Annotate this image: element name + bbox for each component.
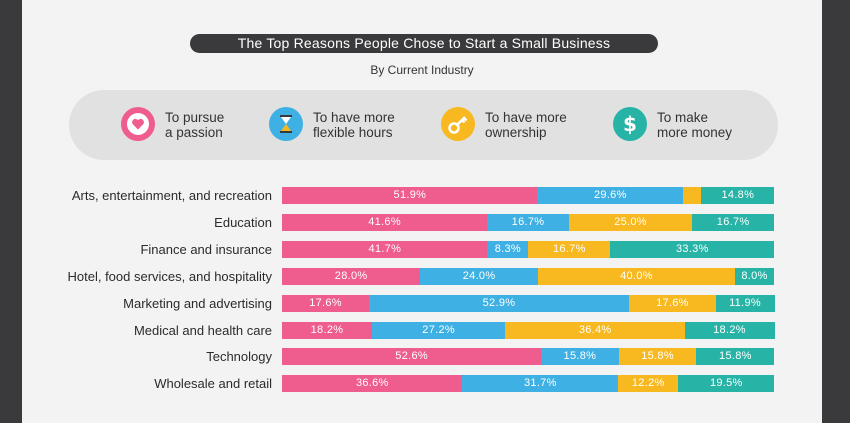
bar-segment: 15.8%	[540, 348, 619, 366]
bar-segment: 12.2%	[618, 375, 679, 393]
bar-segment: 24.0%	[419, 267, 539, 285]
bar-segment: 33.3%	[610, 240, 775, 258]
bar-segment: 17.6%	[282, 294, 370, 312]
category-label: Technology	[206, 349, 272, 365]
bar-segment: 16.7%	[691, 213, 775, 231]
bar-segment: 18.2%	[684, 321, 775, 339]
legend-label-line2: ownership	[485, 125, 547, 140]
bar-segment: 27.2%	[371, 321, 506, 339]
category-label: Medical and health care	[133, 322, 272, 338]
hourglass-icon	[269, 107, 303, 141]
legend-label-line1: To pursue	[165, 110, 225, 125]
infographic-panel: The Top Reasons People Chose to Start a …	[22, 0, 822, 423]
bar-segment: 41.6%	[282, 213, 488, 231]
bar-segment: 31.7%	[462, 375, 619, 393]
bar-segment: 15.8%	[696, 348, 775, 366]
bar-segment: 28.0%	[282, 267, 421, 285]
heart-icon	[121, 107, 155, 141]
legend-label-line2: more money	[657, 125, 733, 140]
legend-label-line2: flexible hours	[313, 125, 393, 140]
category-label: Wholesale and retail	[154, 376, 272, 392]
bar-segment	[683, 187, 702, 204]
bar-segment: 8.3%	[487, 240, 529, 258]
legend-label-line1: To have more	[485, 110, 567, 125]
bar-segment: 17.6%	[628, 294, 716, 312]
bar-segment: 29.6%	[537, 187, 684, 204]
legend-label-line2: a passion	[165, 125, 223, 140]
bar-segment: 8.0%	[734, 267, 775, 285]
bar-segment: 11.9%	[715, 294, 775, 312]
bar-segment: 52.6%	[282, 348, 542, 366]
stacked-bar-chart: Arts, entertainment, and recreation 51.9%…	[22, 0, 822, 423]
dollar-icon: $	[613, 107, 647, 141]
svg-text:$: $	[623, 112, 637, 136]
bar-segment: 36.4%	[505, 321, 685, 339]
bar-segment: 25.0%	[568, 213, 693, 231]
bar-segment: 15.8%	[618, 348, 697, 366]
chart-title: The Top Reasons People Chose to Start a …	[190, 34, 658, 53]
bar-segment: 16.7%	[528, 240, 611, 258]
bar-segment: 19.5%	[678, 375, 775, 393]
legend: To pursue a passion To have more flexibl…	[69, 90, 778, 160]
bar-segment: 51.9%	[282, 187, 538, 204]
bar-segment: 14.8%	[701, 187, 775, 204]
bar-segment: 41.7%	[282, 240, 488, 258]
key-icon	[441, 107, 475, 141]
bar-segment: 16.7%	[486, 213, 570, 231]
category-label: Marketing and advertising	[123, 295, 272, 311]
category-label: Arts, entertainment, and recreation	[71, 188, 272, 203]
bar-segment: 18.2%	[282, 321, 372, 339]
legend-label-line1: To make	[657, 110, 709, 125]
bar-segment: 40.0%	[537, 267, 736, 285]
legend-label-line1: To have more	[313, 110, 395, 125]
bar-segment: 52.9%	[368, 294, 630, 312]
chart-subtitle: By Current Industry	[370, 63, 474, 77]
bar-segment: 36.6%	[282, 375, 463, 393]
category-label: Finance and insurance	[140, 241, 272, 257]
category-label: Education	[214, 214, 272, 230]
category-label: Hotel, food services, and hospitality	[67, 268, 273, 284]
